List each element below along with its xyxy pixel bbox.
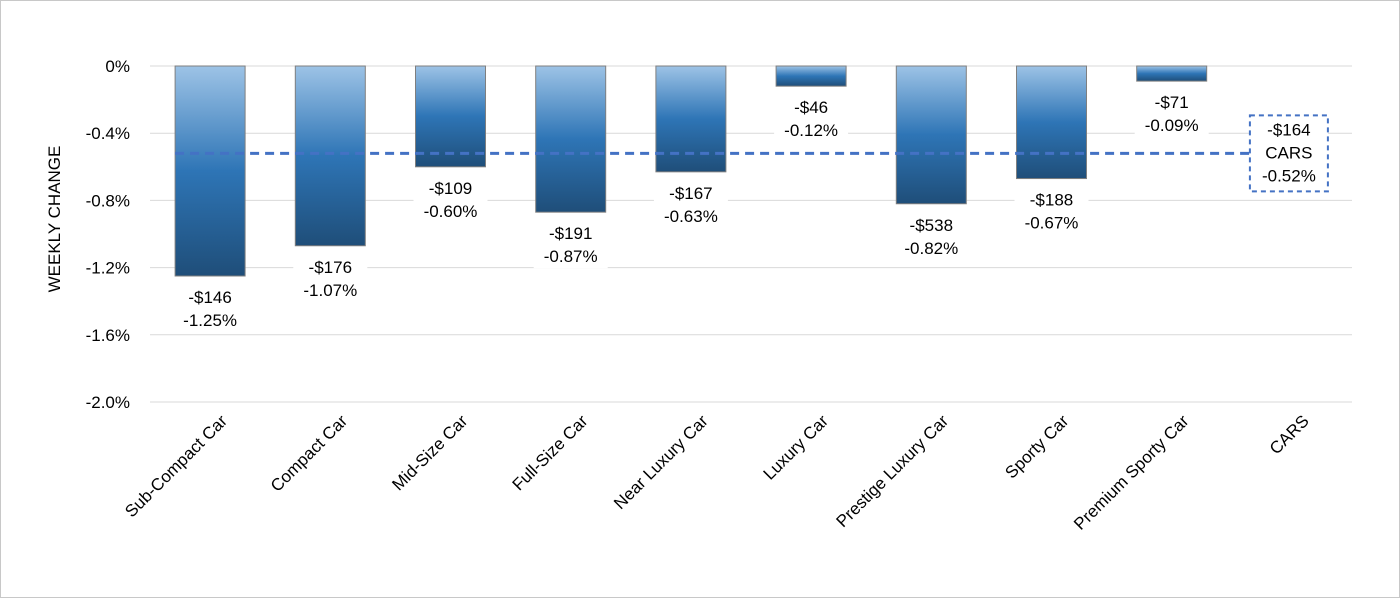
data-label-bg: [173, 284, 248, 332]
data-label-bg: [653, 179, 728, 228]
category-label: Sporty Car: [1001, 411, 1072, 482]
data-label-bg: [413, 174, 488, 223]
data-label-bg: [293, 253, 368, 302]
reference-callout-label: -0.52%: [1262, 166, 1316, 185]
category-label: CARS: [1266, 411, 1313, 458]
category-labels: Sub-Compact Car Compact Car Mid-Size Car Fu…: [121, 411, 1312, 534]
data-labels: -$146 -1.25% -$176 -1.07% -$109 -0.60% -$191 -0…: [173, 89, 1209, 332]
category-label: Sub-Compact Car: [121, 411, 231, 521]
category-label: Luxury Car: [760, 411, 832, 483]
data-label-bg: [533, 220, 608, 269]
y-tick-label: -2.0%: [86, 393, 130, 412]
reference-callout-box: [1248, 114, 1329, 193]
data-label-percent: -0.09%: [1145, 116, 1199, 135]
data-label-dollar: -$146: [188, 288, 231, 307]
data-label-bg: [1134, 89, 1209, 138]
y-tick-label: -0.4%: [86, 124, 130, 143]
bars: [174, 65, 1208, 277]
data-label-percent: -1.07%: [303, 281, 357, 300]
bar: [415, 65, 486, 168]
y-tick-label: -1.2%: [86, 259, 130, 278]
bar: [1016, 65, 1087, 180]
reference-callout-label: -$164: [1267, 120, 1310, 139]
data-label-dollar: -$176: [309, 258, 352, 277]
bar: [535, 65, 607, 213]
data-label-dollar: -$46: [794, 98, 828, 117]
reference-callout-label: CARS: [1265, 143, 1312, 162]
y-tick-label: -1.6%: [86, 326, 130, 345]
data-label-percent: -0.60%: [424, 202, 478, 221]
y-tick-label: -0.8%: [86, 191, 130, 210]
data-label-bg: [894, 211, 969, 260]
data-label-dollar: -$167: [669, 184, 712, 203]
data-label-percent: -0.63%: [664, 207, 718, 226]
category-label: Mid-Size Car: [388, 411, 471, 494]
data-label-dollar: -$109: [429, 179, 472, 198]
data-label-percent: -1.25%: [183, 311, 237, 330]
category-label: Near Luxury Car: [610, 411, 712, 513]
bar: [174, 65, 246, 277]
data-label-dollar: -$71: [1155, 93, 1189, 112]
y-tick-label: 0%: [105, 57, 130, 76]
y-axis-ticks: 0% -0.4% -0.8% -1.2% -1.6% -2.0%: [86, 57, 130, 412]
bar: [294, 65, 366, 247]
data-label-dollar: -$188: [1030, 191, 1073, 210]
bar: [775, 65, 847, 87]
category-label: Prestige Luxury Car: [832, 411, 952, 531]
data-label-dollar: -$538: [910, 216, 953, 235]
data-label-bg: [774, 94, 849, 143]
category-label: Compact Car: [267, 411, 351, 495]
data-label-bg: [1014, 186, 1089, 235]
data-label-percent: -0.87%: [544, 247, 598, 266]
bar: [895, 65, 967, 205]
data-label-percent: -0.12%: [784, 121, 838, 140]
data-label-dollar: -$191: [549, 224, 592, 243]
category-label: Premium Sporty Car: [1070, 411, 1193, 534]
category-label: Full-Size Car: [509, 411, 592, 494]
data-label-percent: -0.67%: [1025, 214, 1079, 233]
y-axis-title: WEEKLY CHANGE: [45, 146, 64, 293]
bar: [655, 65, 727, 173]
data-label-percent: -0.82%: [904, 239, 958, 258]
reference-line: -$164 CARS -0.52%: [175, 114, 1329, 193]
bar: [1136, 65, 1208, 82]
